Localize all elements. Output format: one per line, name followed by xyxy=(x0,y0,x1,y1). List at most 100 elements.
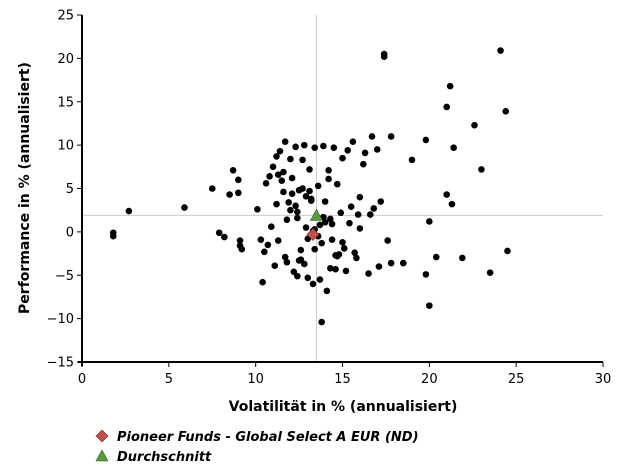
y-tick-label: 5 xyxy=(66,182,74,197)
fund-point xyxy=(266,173,273,180)
y-tick-label: 10 xyxy=(57,139,74,154)
x-tick-label: 10 xyxy=(247,372,264,387)
fund-point xyxy=(262,179,270,187)
fund-point xyxy=(283,216,291,224)
fund-point xyxy=(387,133,395,140)
fund-point xyxy=(235,176,242,184)
fund-point xyxy=(380,53,388,60)
legend: Pioneer Funds - Global Select A EUR (ND)… xyxy=(95,429,419,465)
fund-point xyxy=(259,278,266,286)
fund-point xyxy=(281,138,289,145)
fund-point xyxy=(254,206,261,213)
fund-point xyxy=(448,200,456,208)
fund-point xyxy=(365,270,372,277)
fund-point xyxy=(328,220,336,228)
fund-point xyxy=(426,218,433,225)
fund-point xyxy=(486,269,494,276)
fund-point xyxy=(497,47,504,54)
legend-triangle-icon xyxy=(95,449,109,462)
fund-point xyxy=(325,166,332,174)
fund-point xyxy=(377,198,385,205)
fund-point xyxy=(236,237,244,244)
fund-point xyxy=(304,274,312,282)
legend-item-highlight: Pioneer Funds - Global Select A EUR (ND) xyxy=(95,429,419,445)
fund-point xyxy=(333,252,341,260)
fund-point xyxy=(215,229,223,237)
fund-point xyxy=(330,144,338,152)
fund-point xyxy=(273,153,280,160)
axes xyxy=(78,15,603,366)
fund-point xyxy=(285,199,292,206)
average-marker xyxy=(309,208,323,221)
fund-point xyxy=(368,133,376,140)
fund-point xyxy=(273,200,280,208)
fund-point xyxy=(356,225,364,232)
fund-point xyxy=(311,144,319,152)
x-tick-label: 0 xyxy=(78,372,86,387)
fund-point xyxy=(294,214,301,222)
x-tick-label: 15 xyxy=(334,372,351,387)
fund-point xyxy=(354,211,362,218)
average-crosshair xyxy=(82,15,603,362)
x-tick-label: 30 xyxy=(595,372,612,387)
fund-point xyxy=(349,138,357,145)
fund-point xyxy=(294,272,301,280)
fund-point xyxy=(502,107,510,115)
fund-point xyxy=(316,276,324,283)
fund-point xyxy=(299,156,306,164)
fund-point xyxy=(287,206,294,214)
fund-point xyxy=(333,180,341,188)
fund-point xyxy=(337,209,345,217)
fund-point xyxy=(316,221,324,229)
fund-point xyxy=(311,245,319,253)
fund-point xyxy=(339,154,346,162)
fund-point xyxy=(443,191,451,198)
fund-point xyxy=(370,205,378,212)
fund-point xyxy=(274,171,282,178)
fund-point xyxy=(384,237,391,244)
fund-point xyxy=(340,245,348,252)
fund-point xyxy=(276,147,284,155)
fund-point xyxy=(274,237,282,244)
fund-point xyxy=(339,238,346,246)
fund-point xyxy=(238,245,246,253)
fund-point xyxy=(318,318,325,326)
fund-point xyxy=(366,211,374,218)
fund-point xyxy=(278,177,286,184)
fund-point xyxy=(373,146,381,153)
fund-point xyxy=(408,156,416,164)
fund-point xyxy=(360,160,367,168)
fund-point xyxy=(264,241,272,249)
fund-point xyxy=(267,223,275,230)
fund-point xyxy=(356,193,364,201)
fund-point xyxy=(309,280,317,288)
highlight-fund-marker xyxy=(306,228,320,241)
y-tick-label: −5 xyxy=(55,269,74,284)
fund-point xyxy=(443,103,451,111)
fund-point xyxy=(181,204,188,211)
fund-point xyxy=(320,142,327,150)
fund-point xyxy=(478,166,485,173)
fund-point xyxy=(125,207,133,215)
fund-point xyxy=(346,219,353,227)
fund-point xyxy=(327,265,334,272)
legend-diamond-icon xyxy=(95,429,109,443)
fund-point xyxy=(269,163,277,171)
fund-point xyxy=(321,219,329,226)
fund-point xyxy=(318,239,325,247)
fund-point xyxy=(344,147,352,154)
fund-point xyxy=(280,188,287,196)
fund-point xyxy=(235,189,242,197)
legend-label-highlight: Pioneer Funds - Global Select A EUR (ND) xyxy=(117,430,419,445)
data-points xyxy=(109,47,511,326)
fund-point xyxy=(294,208,301,216)
fund-point xyxy=(432,253,440,261)
fund-point xyxy=(342,267,350,275)
x-axis-ticks: 0 5 10 15 20 25 30 xyxy=(78,362,611,387)
fund-point xyxy=(299,185,306,192)
fund-point xyxy=(327,215,334,223)
fund-point xyxy=(459,254,466,262)
fund-point xyxy=(307,197,315,204)
fund-point xyxy=(325,175,332,183)
fund-point xyxy=(353,254,360,262)
